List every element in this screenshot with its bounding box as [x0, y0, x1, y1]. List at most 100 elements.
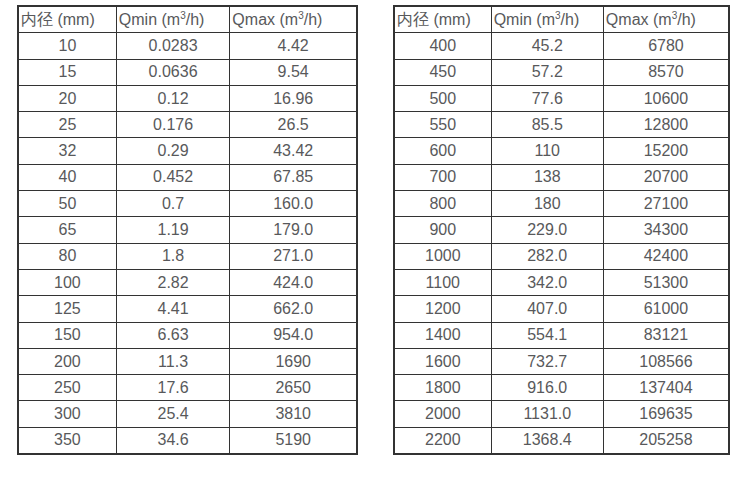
header-row: 内径 (mm) Qmin (m3/h)Qmax (m3/h) — [394, 6, 729, 33]
table-cell: 15200 — [603, 138, 729, 164]
table-cell: 0.452 — [116, 164, 230, 190]
header-text: 内径 (mm) — [21, 11, 95, 28]
table-row: 1200407.061000 — [394, 296, 729, 322]
table-cell: 0.7 — [116, 191, 230, 217]
header-text: Qmin (m — [119, 11, 180, 28]
table-cell: 424.0 — [230, 269, 357, 295]
table-cell: 42400 — [603, 243, 729, 269]
table-row: 1600732.7108566 — [394, 348, 729, 374]
table-cell: 26.5 — [230, 112, 357, 138]
table-cell: 2000 — [394, 401, 491, 427]
table-cell: 8570 — [603, 59, 729, 85]
header-text: 内径 (mm) — [397, 11, 471, 28]
table-cell: 51300 — [603, 269, 729, 295]
table-cell: 6.63 — [116, 322, 230, 348]
table-row: 320.2943.42 — [18, 138, 357, 164]
table-row: 1254.41662.0 — [18, 296, 357, 322]
table-cell: 169635 — [603, 401, 729, 427]
table-cell: 1690 — [230, 348, 357, 374]
table-cell: 20 — [18, 85, 116, 111]
table-header: 内径 (mm)Qmin (m3/h)Qmax (m3/h) — [18, 6, 357, 33]
table-cell: 229.0 — [491, 217, 603, 243]
table-cell: 15 — [18, 59, 116, 85]
table-cell: 0.0283 — [116, 33, 230, 59]
table-row: 45057.28570 — [394, 59, 729, 85]
header-text: Qmax (m — [232, 11, 298, 28]
column-header: Qmax (m3/h) — [603, 6, 729, 33]
table-row: 20011.31690 — [18, 348, 357, 374]
table-cell: 954.0 — [230, 322, 357, 348]
table-cell: 10600 — [603, 85, 729, 111]
table-cell: 5190 — [230, 427, 357, 454]
table-cell: 1131.0 — [491, 401, 603, 427]
table-row: 55085.512800 — [394, 112, 729, 138]
table-cell: 1600 — [394, 348, 491, 374]
table-row: 50077.610600 — [394, 85, 729, 111]
table-cell: 407.0 — [491, 296, 603, 322]
column-header: 内径 (mm) — [394, 6, 491, 33]
table-cell: 0.176 — [116, 112, 230, 138]
table-cell: 50 — [18, 191, 116, 217]
header-text: Qmax (m — [606, 11, 672, 28]
table-cell: 2.82 — [116, 269, 230, 295]
table-cell: 282.0 — [491, 243, 603, 269]
table-cell: 27100 — [603, 191, 729, 217]
table-cell: 34.6 — [116, 427, 230, 454]
table-cell: 179.0 — [230, 217, 357, 243]
table-row: 22001368.4205258 — [394, 427, 729, 454]
column-header: Qmin (m3/h) — [491, 6, 603, 33]
table-cell: 300 — [18, 401, 116, 427]
table-cell: 12800 — [603, 112, 729, 138]
table-cell: 205258 — [603, 427, 729, 454]
table-cell: 10 — [18, 33, 116, 59]
table-cell: 732.7 — [491, 348, 603, 374]
table-header: 内径 (mm) Qmin (m3/h)Qmax (m3/h) — [394, 6, 729, 33]
table-cell: 1368.4 — [491, 427, 603, 454]
table-row: 500.7160.0 — [18, 191, 357, 217]
flow-rate-table-large-diameters: 内径 (mm) Qmin (m3/h)Qmax (m3/h) 40045.2678… — [393, 5, 730, 455]
table-cell: 4.41 — [116, 296, 230, 322]
table-row: 651.19179.0 — [18, 217, 357, 243]
table-cell: 16.96 — [230, 85, 357, 111]
table-cell: 1000 — [394, 243, 491, 269]
column-header: Qmin (m3/h) — [116, 6, 230, 33]
table-cell: 180 — [491, 191, 603, 217]
header-text: /h) — [186, 11, 205, 28]
header-text: /h) — [304, 11, 323, 28]
header-text: Qmin (m — [494, 11, 555, 28]
table-row: 200.1216.96 — [18, 85, 357, 111]
table-cell: 271.0 — [230, 243, 357, 269]
table-cell: 80 — [18, 243, 116, 269]
table-cell: 2650 — [230, 375, 357, 401]
table-row: 1506.63954.0 — [18, 322, 357, 348]
table-cell: 137404 — [603, 375, 729, 401]
table-cell: 0.29 — [116, 138, 230, 164]
table-row: 1000282.042400 — [394, 243, 729, 269]
table-cell: 0.12 — [116, 85, 230, 111]
table-cell: 1.19 — [116, 217, 230, 243]
table-body: 100.02834.42150.06369.54200.1216.96250.1… — [18, 33, 357, 454]
table-cell: 125 — [18, 296, 116, 322]
table-cell: 25 — [18, 112, 116, 138]
flow-rate-table-small-diameters: 内径 (mm)Qmin (m3/h)Qmax (m3/h) 100.02834.… — [17, 5, 358, 455]
table-cell: 800 — [394, 191, 491, 217]
table-cell: 1800 — [394, 375, 491, 401]
table-cell: 43.42 — [230, 138, 357, 164]
table-cell: 9.54 — [230, 59, 357, 85]
table-cell: 350 — [18, 427, 116, 454]
table-cell: 67.85 — [230, 164, 357, 190]
table-cell: 600 — [394, 138, 491, 164]
table-cell: 4.42 — [230, 33, 357, 59]
table-cell: 108566 — [603, 348, 729, 374]
table-cell: 83121 — [603, 322, 729, 348]
table-row: 1002.82424.0 — [18, 269, 357, 295]
table-cell: 20700 — [603, 164, 729, 190]
table-row: 25017.62650 — [18, 375, 357, 401]
table-cell: 160.0 — [230, 191, 357, 217]
table-cell: 32 — [18, 138, 116, 164]
table-cell: 250 — [18, 375, 116, 401]
table-body: 40045.2678045057.2857050077.61060055085.… — [394, 33, 729, 454]
table-cell: 57.2 — [491, 59, 603, 85]
table-row: 70013820700 — [394, 164, 729, 190]
table-row: 30025.43810 — [18, 401, 357, 427]
